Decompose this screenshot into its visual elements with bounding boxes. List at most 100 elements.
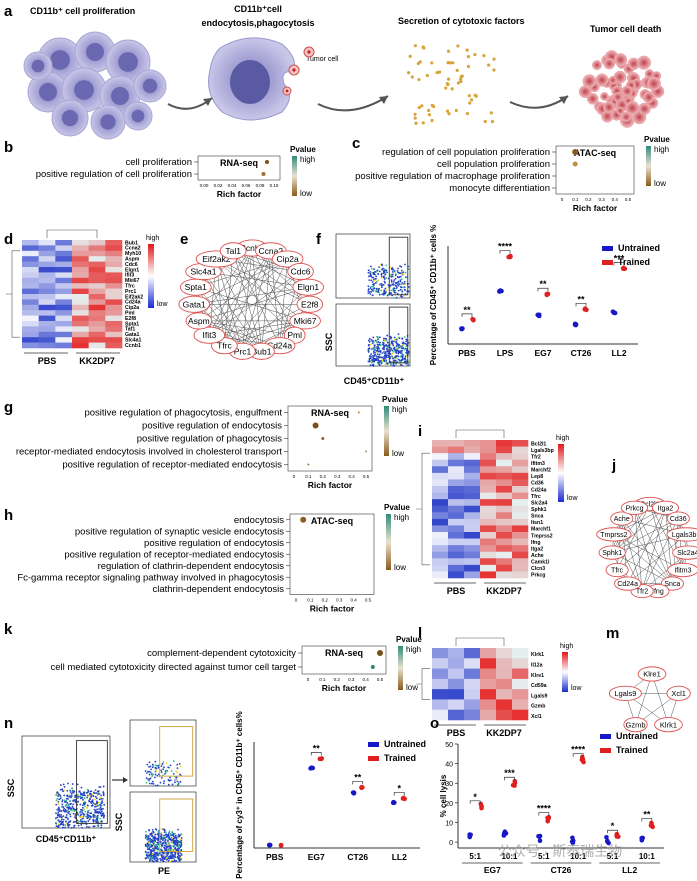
network-edge — [224, 271, 301, 346]
flow-event — [151, 829, 154, 831]
flow-event — [398, 346, 400, 349]
enrichment-dot — [261, 172, 266, 176]
go-term-label: cell proliferation — [125, 157, 192, 168]
flow-event — [400, 283, 403, 286]
heatmap-cell — [464, 440, 481, 447]
trained-dot — [278, 843, 284, 848]
heatmap-gene-label: Lgals3bp — [531, 448, 554, 454]
heatmap-cell — [480, 479, 497, 487]
flow-event — [165, 849, 168, 852]
x-tick-label: 0.3 — [598, 197, 605, 202]
flow-event — [175, 770, 177, 773]
heatmap-cell — [448, 532, 465, 539]
flow-event — [368, 275, 370, 278]
heatmap-cell — [432, 689, 449, 700]
flow-event — [81, 809, 83, 812]
factor-dot — [410, 75, 414, 79]
category-label: EG7 — [534, 348, 551, 358]
flow-event — [165, 769, 168, 772]
flow-event — [147, 779, 150, 782]
flow-event — [374, 270, 376, 273]
flow-event — [144, 845, 147, 848]
heatmap-cell — [480, 499, 497, 507]
flow-event — [393, 365, 396, 367]
pvalue-colorbar — [384, 406, 389, 456]
heatmap-cell — [88, 256, 106, 262]
watermark-text: 公众号 · 斯泰瑞生物 — [498, 843, 622, 859]
flow-event — [98, 792, 101, 795]
flow-event — [168, 849, 170, 852]
y-tick-label: 40 — [445, 762, 453, 769]
flow-event — [173, 844, 176, 847]
flow-event — [70, 794, 73, 797]
flow-event — [81, 815, 84, 818]
flow-event — [157, 764, 160, 767]
flow-event — [102, 816, 105, 819]
flow-event — [405, 340, 408, 343]
flow-event — [373, 287, 376, 290]
row-dendrogram — [416, 452, 430, 566]
flow-event — [73, 809, 76, 812]
flow-event — [67, 826, 70, 828]
panel-o-letter: o — [430, 715, 439, 732]
flow-event — [392, 363, 395, 366]
network-node-label: Bub1 — [252, 346, 272, 356]
flow-event — [163, 847, 166, 850]
dotplot-o: % cell lysis ***************UntrainedTrai… — [439, 731, 664, 875]
network-node — [614, 576, 642, 591]
heatmap-cell — [105, 272, 123, 279]
network-edge — [641, 552, 688, 592]
flow-event — [55, 794, 57, 797]
heatmap-cell — [480, 505, 497, 513]
flow-event — [174, 781, 176, 784]
heatmap-cell — [512, 678, 529, 690]
heatmap-cell — [55, 299, 73, 306]
heatmap-cell — [72, 277, 89, 284]
heatmap-cell — [464, 518, 481, 526]
heatmap-cell — [496, 525, 513, 533]
x-tick-label: 0.2 — [334, 677, 341, 682]
group-label: EG7 — [484, 865, 501, 875]
heatmap-cell — [496, 532, 513, 539]
trained-dot — [317, 756, 323, 762]
flow-event — [171, 837, 174, 840]
heatmap-gene-label: Slc2a4 — [531, 500, 548, 506]
enrichment-frame — [287, 405, 373, 472]
network-edge — [209, 320, 306, 336]
flow-event — [380, 275, 383, 278]
heatmap-cell — [464, 453, 481, 461]
enrichment-dot — [265, 160, 269, 164]
flow-event — [167, 841, 170, 844]
flow-event — [401, 273, 404, 275]
flow-event — [177, 854, 180, 857]
flow-event — [78, 790, 80, 793]
y-axis-label: Percentage of cy3⁺ in CD45⁺ CD11b⁺ cells… — [235, 711, 244, 878]
flow-event — [160, 854, 163, 857]
x-tick-label: 0.06 — [242, 183, 251, 188]
category-label: PBS — [458, 348, 476, 358]
heatmap-cell — [432, 499, 449, 507]
flow-event — [367, 351, 370, 353]
flow-event — [61, 799, 64, 801]
heatmap-cell — [88, 331, 106, 338]
flow-event — [94, 810, 97, 812]
flow-event — [145, 836, 148, 839]
flow-event — [151, 844, 154, 847]
flow-event — [76, 783, 79, 786]
heatmap-cell — [480, 538, 497, 546]
heatmap-cell — [38, 277, 56, 284]
flow-event — [69, 795, 71, 798]
heatmap-gene-label: Klre1 — [531, 673, 544, 679]
heatmap-cell — [22, 304, 39, 311]
flow-event — [97, 825, 100, 828]
flow-event — [55, 812, 57, 815]
flow-event — [62, 823, 65, 825]
flow-event — [377, 290, 380, 293]
method-label: ATAC-seq — [574, 148, 616, 158]
flow-event — [147, 835, 150, 838]
flow-event — [395, 281, 397, 284]
factor-dot — [470, 98, 474, 102]
panel-d-letter: d — [4, 231, 13, 248]
flow-event — [400, 358, 403, 361]
